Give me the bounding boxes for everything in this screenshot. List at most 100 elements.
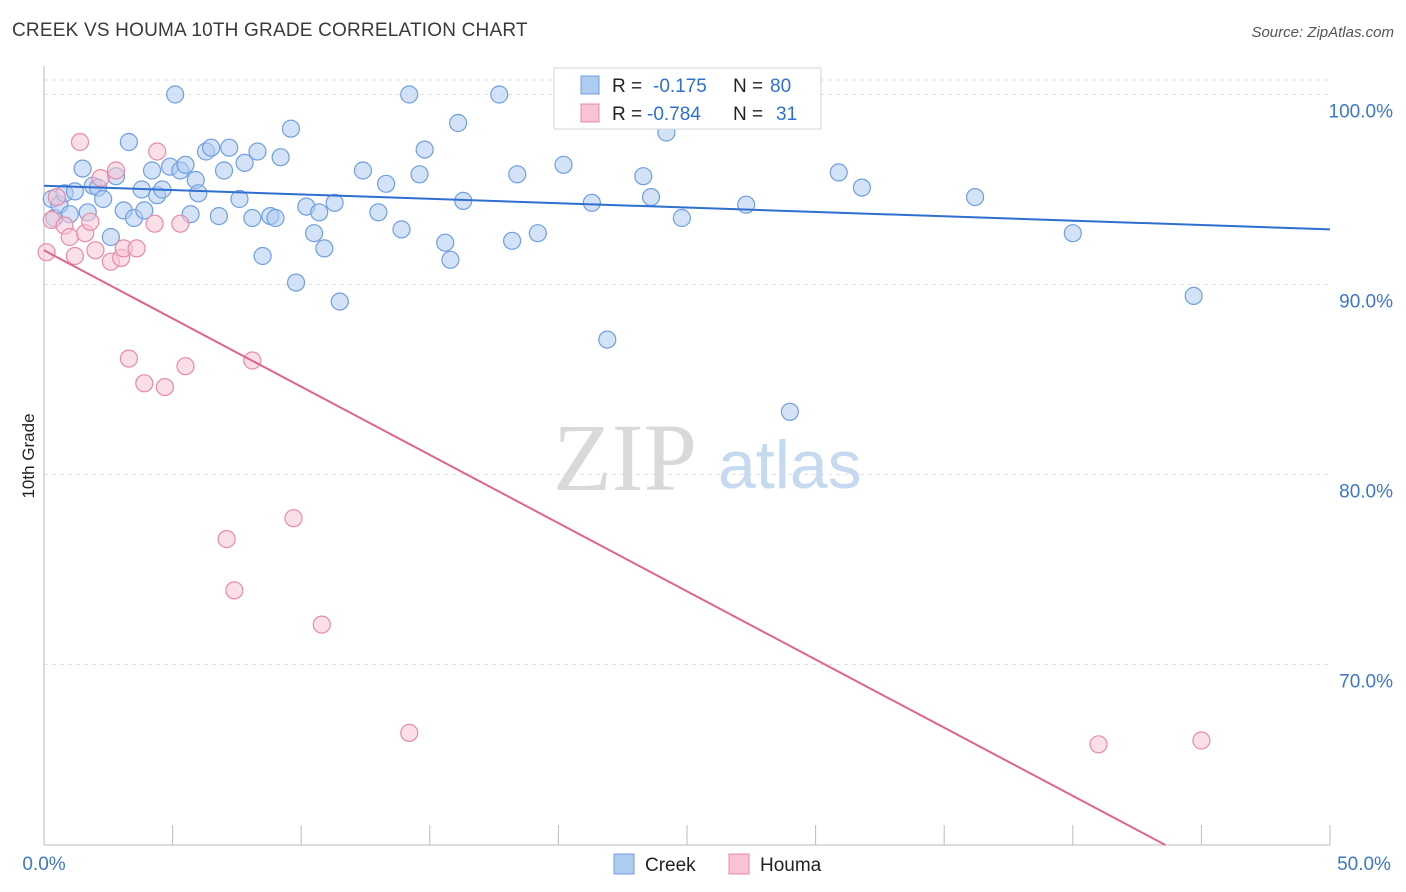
creek-n-label: N = <box>733 76 763 97</box>
creek-point <box>176 155 195 174</box>
houma-point <box>176 357 195 376</box>
houma-n-value: 31 <box>776 104 797 125</box>
houma-point <box>1192 731 1211 750</box>
creek-point <box>598 330 617 349</box>
creek-point <box>73 159 92 178</box>
creek-point <box>369 203 388 222</box>
creek-point <box>310 203 329 222</box>
creek-point <box>202 138 221 157</box>
stats-legend: R = -0.175 N = 80 R = -0.784 N = 31 <box>553 67 822 130</box>
creek-trend-line <box>43 184 1331 231</box>
houma-n-label: N = <box>733 104 763 125</box>
houma-point <box>119 349 138 368</box>
creek-point <box>780 402 799 421</box>
creek-point <box>214 161 234 180</box>
creek-point <box>634 167 653 186</box>
creek-point <box>528 224 547 243</box>
watermark-zip: ZIP <box>553 404 697 511</box>
creek-point <box>392 220 411 239</box>
creek-point <box>94 189 113 209</box>
houma-point <box>81 212 100 231</box>
houma-point <box>148 142 167 161</box>
houma-point <box>86 241 105 260</box>
y-tick-label: 70.0% <box>1339 672 1393 693</box>
creek-r-value: -0.175 <box>653 76 707 97</box>
y-tick-labels: 70.0% 80.0% 90.0% 100.0% <box>1329 102 1394 693</box>
houma-legend-swatch <box>580 103 600 123</box>
houma-bottom-swatch <box>728 853 750 875</box>
x-axis-ticks <box>43 825 1331 845</box>
creek-point <box>672 208 691 228</box>
creek-point <box>325 193 344 212</box>
creek-point <box>281 119 301 138</box>
creek-point <box>554 155 573 174</box>
creek-point <box>304 224 324 243</box>
creek-legend-swatch <box>580 75 600 95</box>
houma-point <box>171 214 190 233</box>
creek-point <box>582 193 601 212</box>
creek-point <box>353 161 373 180</box>
creek-point <box>400 85 419 104</box>
creek-point <box>490 85 509 104</box>
houma-point <box>225 581 244 600</box>
creek-point <box>965 188 985 207</box>
houma-point <box>217 529 236 549</box>
houma-point <box>400 723 419 743</box>
creek-point <box>436 233 455 252</box>
watermark-atlas: atlas <box>718 427 862 503</box>
creek-point <box>248 142 267 161</box>
creek-point <box>315 239 334 258</box>
creek-bottom-swatch <box>613 853 635 875</box>
creek-point <box>852 178 871 197</box>
creek-point <box>508 165 527 184</box>
creek-point <box>641 188 661 207</box>
creek-point <box>209 207 228 226</box>
creek-point <box>135 201 154 220</box>
creek-point <box>1184 286 1203 305</box>
creek-point <box>253 246 272 266</box>
creek-point <box>410 165 429 184</box>
houma-point <box>91 169 110 188</box>
creek-point <box>503 231 522 250</box>
houma-r-label: R = <box>612 104 642 125</box>
creek-point <box>829 163 848 182</box>
houma-point <box>106 161 126 180</box>
creek-point <box>101 227 120 247</box>
houma-bottom-label: Houma <box>760 855 822 876</box>
creek-point <box>286 273 306 292</box>
creek-point <box>230 189 249 209</box>
watermark: ZIP atlas <box>553 404 862 511</box>
source-label: Source: ZipAtlas.com <box>1251 24 1394 41</box>
creek-point <box>415 140 434 159</box>
creek-point <box>142 161 162 180</box>
houma-point <box>1089 735 1108 754</box>
houma-point <box>135 374 154 393</box>
houma-point <box>145 214 164 233</box>
houma-r-value: -0.784 <box>647 104 701 125</box>
chart-title: CREEK VS HOUMA 10TH GRADE CORRELATION CH… <box>12 20 528 41</box>
creek-point <box>330 292 349 311</box>
creek-point <box>220 138 239 157</box>
creek-point <box>166 85 185 104</box>
houma-point <box>284 509 303 528</box>
x-tick-label-min: 0.0% <box>22 854 65 875</box>
creek-n-value: 80 <box>770 76 791 97</box>
houma-trend-line <box>43 249 1166 846</box>
creek-point <box>441 250 460 269</box>
creek-point <box>271 148 290 167</box>
houma-point <box>70 132 90 152</box>
trend-lines <box>43 184 1331 846</box>
y-tick-label: 90.0% <box>1339 292 1393 313</box>
creek-point <box>376 174 396 193</box>
houma-point <box>312 615 331 634</box>
x-tick-label-max: 50.0% <box>1337 854 1391 875</box>
houma-point <box>127 239 146 258</box>
y-tick-label: 100.0% <box>1329 102 1394 123</box>
creek-point <box>266 208 285 228</box>
creek-bottom-label: Creek <box>645 855 696 876</box>
houma-point <box>155 378 174 397</box>
creek-point <box>65 182 84 201</box>
houma-point <box>60 227 79 247</box>
creek-point <box>119 132 138 152</box>
